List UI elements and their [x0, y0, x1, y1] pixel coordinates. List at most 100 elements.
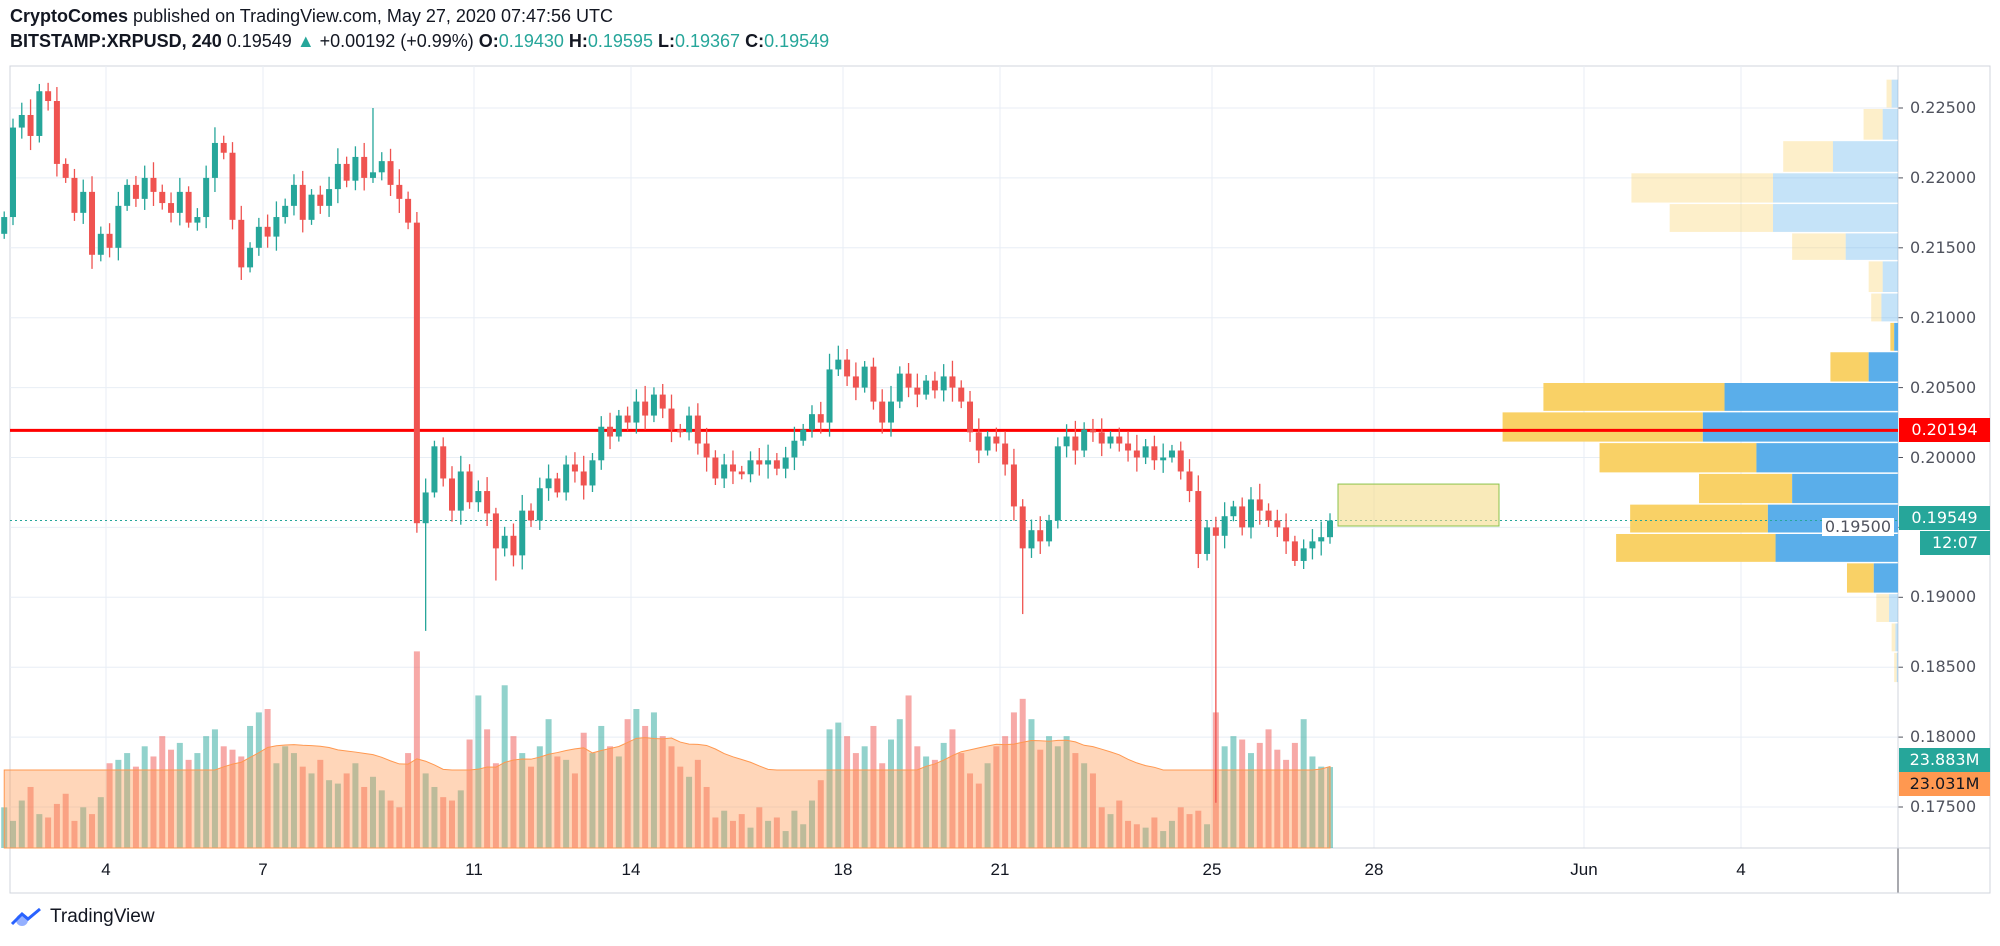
volume-bar [1010, 712, 1017, 848]
volume-bar [1247, 753, 1254, 848]
candle-up [923, 380, 930, 395]
volume-bar [492, 763, 499, 848]
volume-bar [27, 786, 34, 848]
volume-bar [1002, 736, 1009, 848]
price-tick-label: 0.17500 [1910, 797, 1977, 816]
cloud-logo-icon [10, 907, 41, 926]
volume-bar [132, 766, 139, 848]
volume-tag: 23.883M [1899, 748, 1990, 772]
candle-down [440, 446, 447, 479]
volume-bar [89, 814, 96, 848]
volume-bar [975, 783, 982, 848]
volume-profile-down-bar [1871, 293, 1882, 322]
candle-up [940, 376, 947, 391]
volume-bar [1151, 817, 1158, 848]
volume-profile-up-bar [1832, 141, 1898, 172]
candle-down [967, 401, 974, 433]
low-value: 0.19367 [674, 31, 741, 51]
candle-up [290, 184, 297, 206]
volume-bar [282, 746, 289, 848]
volume-bar [71, 820, 78, 848]
volume-bar [220, 746, 227, 848]
candle-down [106, 233, 113, 248]
volume-profile-down-bar [1631, 173, 1774, 203]
candle-down [659, 394, 666, 409]
candle-up [633, 401, 640, 423]
volume-bar [255, 712, 262, 848]
date-tick-label: 11 [465, 860, 483, 879]
candle-down [993, 436, 1000, 444]
volume-bar [124, 753, 131, 848]
candle-up [36, 91, 43, 136]
volume-profile-up-bar [1756, 443, 1898, 473]
candle-up [203, 177, 210, 218]
volume-bar [1116, 800, 1123, 848]
volume-bar [703, 786, 710, 848]
candle-up [369, 172, 376, 178]
volume-bar [1054, 746, 1061, 848]
candle-down [975, 432, 982, 451]
volume-profile-up-bar [1873, 563, 1898, 593]
volume-bar [852, 753, 859, 848]
volume-profile-down-bar [1630, 504, 1768, 533]
level-price-tag: 0.20194 [1899, 418, 1990, 442]
volume-bar [686, 776, 693, 848]
volume-bar [1133, 824, 1140, 848]
candle-up [141, 177, 148, 199]
candle-up [475, 491, 482, 503]
volume-bar [457, 790, 464, 848]
volume-bar [387, 800, 394, 848]
volume-bar [1265, 729, 1272, 848]
candle-down [1239, 506, 1246, 528]
candle-up [984, 436, 991, 451]
volume-bar [1186, 814, 1193, 848]
volume-bar [396, 807, 403, 848]
last-price: 0.19549 [226, 31, 292, 51]
candle-down [773, 460, 780, 469]
volume-bar [194, 753, 201, 848]
volume-bar [1177, 807, 1184, 848]
volume-bar [1028, 719, 1035, 848]
volume-profile-down-bar [1846, 563, 1874, 593]
candle-down [817, 414, 824, 423]
volume-bar [150, 756, 157, 848]
publish-info: CryptoComes published on TradingView.com… [10, 6, 613, 27]
volume-bar [949, 729, 956, 848]
candle-up [545, 478, 552, 489]
volume-bar [642, 725, 649, 848]
volume-bar [528, 766, 535, 848]
candle-up [721, 464, 728, 479]
volume-bar [159, 736, 166, 848]
candle-down [703, 443, 710, 458]
candle-up [247, 247, 254, 268]
volume-profile-down-bar [1599, 443, 1757, 473]
volume-profile-down-bar [1616, 533, 1776, 562]
candle-up [1221, 516, 1228, 536]
volume-bar [1046, 736, 1053, 848]
candle-down [844, 359, 851, 377]
volume-profile-down-bar [1699, 473, 1793, 504]
volume-bar [176, 742, 183, 848]
candle-up [1168, 450, 1175, 458]
candle-up [1160, 457, 1167, 461]
author-name[interactable]: CryptoComes [10, 6, 129, 26]
candle-down [1010, 464, 1017, 507]
candle-down [905, 373, 912, 388]
volume-profile-up-bar [1881, 293, 1898, 322]
volume-bar [738, 814, 745, 848]
volume-bar [1098, 807, 1105, 848]
tradingview-logo[interactable]: TradingView [10, 906, 155, 928]
volume-bar [405, 753, 412, 848]
symbol-legend: BITSTAMP:XRPUSD, 240 0.19549 ▲ +0.00192 … [10, 31, 829, 52]
candle-down [449, 478, 455, 511]
volume-bar [879, 763, 886, 848]
candle-up [1046, 520, 1053, 542]
volume-bar [484, 729, 491, 848]
candle-up [1327, 520, 1333, 538]
candle-up [888, 401, 894, 423]
volume-bar [326, 780, 333, 848]
volume-bar [712, 817, 719, 848]
candle-down [949, 376, 956, 388]
volume-bar [791, 810, 798, 848]
